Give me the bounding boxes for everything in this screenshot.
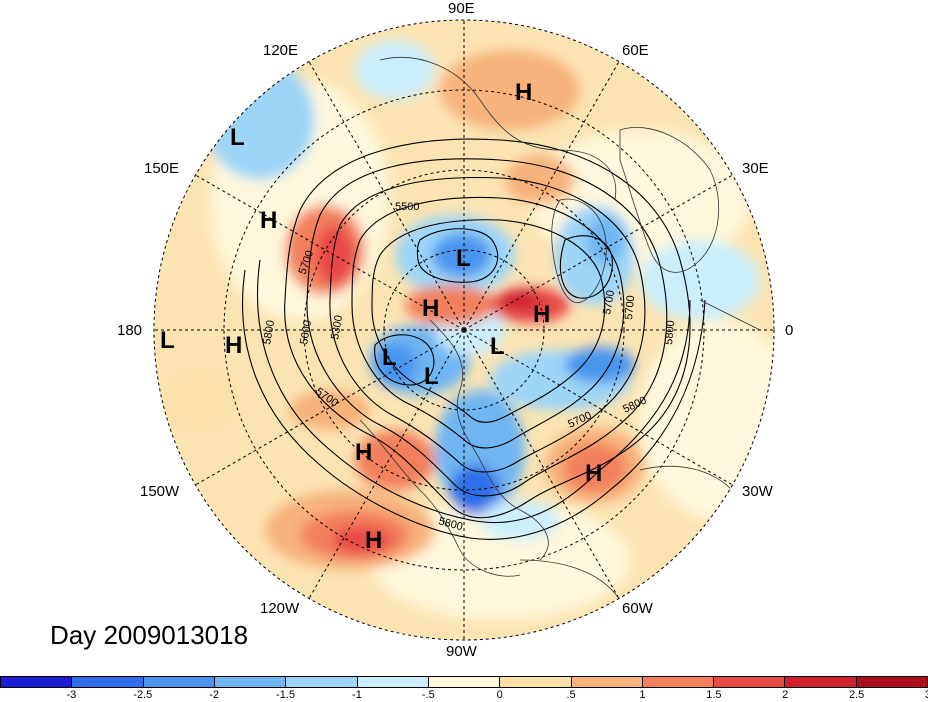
colorbar-swatch — [1, 677, 73, 687]
colorbar-swatch — [286, 677, 358, 687]
colorbar-tick-label: 0 — [496, 689, 503, 701]
pressure-label-low: L — [424, 363, 439, 390]
meridians — [154, 20, 774, 640]
colorbar-swatch — [143, 677, 215, 687]
colorbar-swatch — [785, 677, 857, 687]
pressure-label-low: L — [230, 124, 245, 151]
colorbar-tick-label: -2.5 — [133, 689, 153, 701]
pressure-label-high: H — [225, 332, 242, 359]
colorbar-swatch — [357, 677, 429, 687]
polar-map: 5500 5700 5700 5600 5300 5800 5700 5700 … — [117, 0, 793, 660]
contour-label: 5500 — [395, 201, 419, 213]
lon-label: 30W — [742, 483, 774, 500]
lon-label: 90E — [448, 0, 475, 17]
lon-label: 60W — [622, 600, 654, 617]
lon-label: 60E — [622, 42, 649, 59]
pressure-system-labels: H L H L H H L H L L L H H H — [160, 79, 602, 554]
colorbar-swatch — [428, 677, 501, 687]
date-label: Day 2009013018 — [50, 620, 249, 650]
contour-label: 5600 — [298, 319, 314, 345]
contour-label: 5300 — [329, 314, 345, 340]
colorbar-swatch — [500, 677, 572, 687]
anomaly-field — [154, 20, 774, 640]
colorbar-tick-label: 1 — [639, 689, 646, 701]
colorbar-swatch — [856, 677, 928, 687]
colorbar-tick-label: -1.5 — [276, 689, 296, 701]
colorbar-tick-label: 3 — [925, 689, 928, 701]
colorbar-tick-label: -2 — [209, 689, 220, 701]
colorbar: -3 -2.5 -2 -1.5 -1 -.5 0 .5 1 1.5 2 2.5 3 — [0, 676, 928, 702]
colorbar-ticks: -3 -2.5 -2 -1.5 -1 -.5 0 .5 1 1.5 2 2.5 3 — [0, 688, 928, 702]
longitude-labels: 90E 60E 30E 0 30W 60W 90W 120W 150W 180 … — [117, 0, 793, 660]
pressure-label-low: L — [382, 344, 397, 371]
lon-label: 0 — [785, 322, 793, 339]
pressure-label-high: H — [355, 439, 372, 466]
contour-label: 5800 — [261, 319, 277, 345]
colorbar-tick-label: -1 — [352, 689, 362, 701]
colorbar-swatch — [571, 677, 643, 687]
pressure-label-high: H — [422, 295, 439, 322]
colorbar-tick-label: 2 — [782, 689, 789, 701]
colorbar-tick-label: .5 — [566, 689, 576, 701]
colorbar-tick-label: 2.5 — [848, 689, 865, 701]
colorbar-tick-label: -3 — [66, 689, 77, 701]
coastlines — [359, 57, 761, 633]
colorbar-swatch — [214, 677, 287, 687]
pressure-label-high: H — [365, 527, 382, 554]
lon-label: 120W — [260, 600, 300, 617]
pressure-label-high: H — [515, 79, 532, 106]
colorbar-tick-label: 1.5 — [706, 689, 722, 701]
contour-label: 5700 — [601, 289, 617, 315]
lon-label: 30E — [742, 160, 769, 177]
colorbar-tick-label: -.5 — [421, 689, 435, 701]
lon-label: 90W — [446, 643, 478, 660]
lon-label: 180 — [117, 322, 142, 339]
lon-label: 150W — [140, 483, 180, 500]
colorbar-swatch — [642, 677, 715, 687]
pressure-label-high: H — [533, 301, 550, 328]
contour-label: 5800 — [663, 320, 677, 345]
pressure-label-low: L — [160, 327, 175, 354]
colorbar-swatch — [72, 677, 144, 687]
map-boundary — [153, 19, 775, 641]
lon-label: 120E — [263, 42, 298, 59]
colorbar-swatches — [0, 676, 928, 688]
height-contours — [242, 138, 706, 540]
colorbar-swatch — [714, 677, 786, 687]
pressure-label-high: H — [260, 207, 277, 234]
contour-label: 5700 — [623, 295, 637, 320]
pressure-label-high: H — [585, 460, 602, 487]
lon-label: 150E — [144, 160, 179, 177]
pressure-label-low: L — [456, 245, 471, 272]
pressure-label-low: L — [490, 333, 505, 360]
